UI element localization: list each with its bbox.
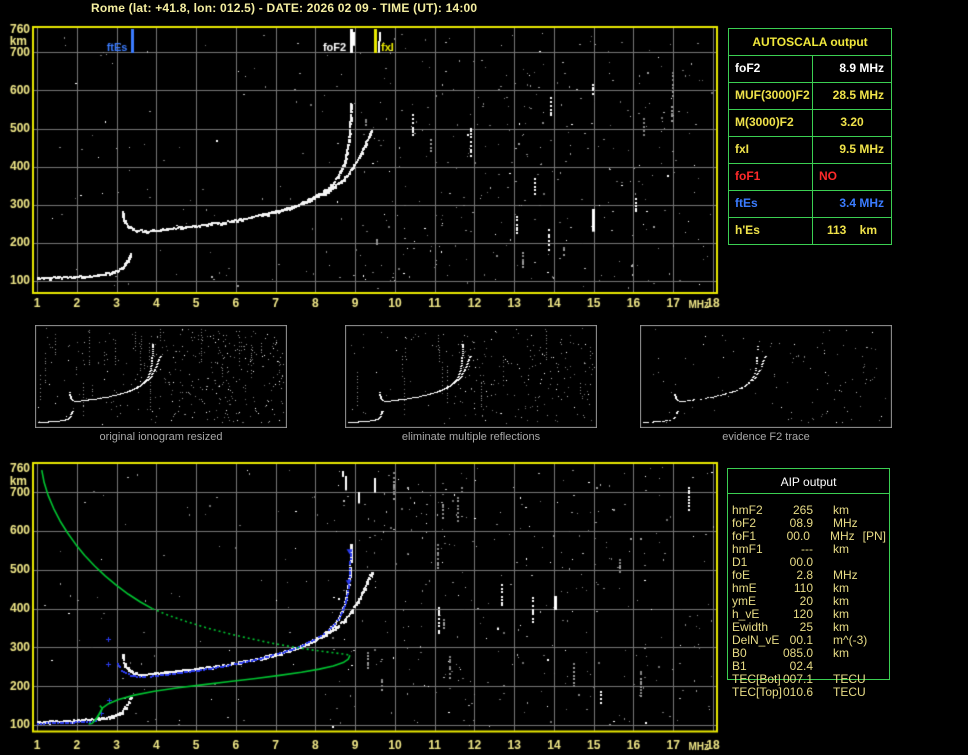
param-extra: [PN] <box>862 529 886 543</box>
thumbnail-caption: eliminate multiple reflections <box>401 431 541 443</box>
param-unit: TECU <box>833 672 866 686</box>
param-label: DelN_vE <box>732 633 780 647</box>
autoscala-row-m3000f2: M(3000)F2 3.20 <box>729 110 891 137</box>
param-value: 28.5 MHz <box>832 88 884 102</box>
param-value: 2.8 <box>796 568 813 582</box>
param-label: ftEs <box>729 191 813 217</box>
thumbnail-caption: original ionogram resized <box>99 431 223 443</box>
param-label: foE <box>732 568 751 582</box>
autoscala-row-ftes: ftEs 3.4 MHz <box>729 191 891 218</box>
param-label: TEC[Top] <box>732 685 783 699</box>
aip-row-hmf2: hmF2 265 km <box>732 504 886 517</box>
aip-table-title: AIP output <box>780 475 837 489</box>
page-title: Rome (lat: +41.8, lon: 012.5) - DATE: 20… <box>91 1 478 15</box>
param-unit: km <box>833 607 849 621</box>
param-value: 08.9 <box>789 516 813 530</box>
param-value: 00.0 <box>786 529 810 543</box>
thumbnail-eliminate-reflections <box>345 325 597 428</box>
param-unit: km <box>833 620 849 634</box>
autoscala-output-table: AUTOSCALA output foF2 8.9 MHz MUF(3000)F2 2… <box>728 28 892 245</box>
aip-row-tectop: TEC[Top] 010.6 TECU <box>732 686 886 699</box>
param-label: hmF2 <box>732 503 763 517</box>
param-value: 00.0 <box>789 555 813 569</box>
param-value: 085.0 <box>782 646 813 660</box>
param-label: B1 <box>732 659 747 673</box>
param-label: B0 <box>732 646 747 660</box>
param-value: 02.4 <box>789 659 813 673</box>
autoscala-row-hes: h'Es 113 km <box>729 218 891 244</box>
param-value: 8.9 MHz <box>839 61 884 75</box>
param-label: foF1 <box>732 529 757 543</box>
param-value: 3.20 <box>840 115 864 129</box>
aip-row-d1: D1 00.0 <box>732 556 886 569</box>
aip-row-ewidth: Ewidth 25 km <box>732 621 886 634</box>
param-label: h'Es <box>729 218 813 244</box>
param-label: foF1 <box>729 164 813 190</box>
aip-row-delnve: DelN_vE 00.1 m^(-3) <box>732 634 886 647</box>
param-value: 007.1 <box>782 672 813 686</box>
aip-row-foe: foE 2.8 MHz <box>732 569 886 582</box>
param-value: 25 <box>799 620 813 634</box>
param-unit: MHz <box>833 568 858 582</box>
param-label: MUF(3000)F2 <box>729 83 813 109</box>
aip-row-b0: B0 085.0 km <box>732 647 886 660</box>
autoscala-table-title: AUTOSCALA output <box>729 29 891 56</box>
param-value: 110 <box>793 581 813 595</box>
param-value: 00.1 <box>789 633 813 647</box>
param-label: h_vE <box>732 607 760 621</box>
param-unit: km <box>833 542 849 556</box>
param-label: fxI <box>729 137 813 163</box>
autoscaled-ionogram-plot <box>0 455 725 755</box>
aip-row-hme: hmE 110 km <box>732 582 886 595</box>
param-value: 113 km <box>826 223 878 237</box>
aip-row-hve: h_vE 120 km <box>732 608 886 621</box>
param-unit: km <box>833 581 849 595</box>
param-value: 010.6 <box>782 685 813 699</box>
recorded-ionogram-plot <box>0 16 725 316</box>
param-unit: km <box>833 503 849 517</box>
aip-row-fof2: foF2 08.9 MHz <box>732 517 886 530</box>
autoscala-row-muf3000f2: MUF(3000)F2 28.5 MHz <box>729 83 891 110</box>
param-unit: m^(-3) <box>833 633 868 647</box>
param-unit: km <box>833 646 849 660</box>
aip-row-tecbot: TEC[Bot] 007.1 TECU <box>732 673 886 686</box>
aip-row-yme: ymE 20 km <box>732 595 886 608</box>
param-value: 3.4 MHz <box>839 196 884 210</box>
param-label: M(3000)F2 <box>729 110 813 136</box>
autoscala-row-fof2: foF2 8.9 MHz <box>729 56 891 83</box>
param-label: hmE <box>732 581 757 595</box>
aip-header-divider <box>727 493 890 494</box>
param-value: NO <box>819 169 837 183</box>
param-value: 120 <box>792 607 813 621</box>
param-label: ymE <box>732 594 756 608</box>
param-unit: MHz <box>833 516 858 530</box>
aip-row-b1: B1 02.4 <box>732 660 886 673</box>
param-value: 9.5 MHz <box>839 142 884 156</box>
param-unit: TECU <box>833 685 866 699</box>
param-value: 265 <box>792 503 813 517</box>
param-unit: km <box>833 594 849 608</box>
thumbnail-caption: evidence F2 trace <box>722 431 810 443</box>
param-value: 20 <box>799 594 813 608</box>
autoscala-row-fof1: foF1 NO <box>729 164 891 191</box>
param-label: Ewidth <box>732 620 769 634</box>
param-label: foF2 <box>732 516 757 530</box>
thumbnail-original-ionogram <box>35 325 287 428</box>
param-label: D1 <box>732 555 748 569</box>
aip-row-fof1: foF1 00.0 MHz [PN] <box>732 530 886 543</box>
autoscala-row-fxi: fxI 9.5 MHz <box>729 137 891 164</box>
aip-row-hmf1: hmF1 --- km <box>732 543 886 556</box>
param-label: hmF1 <box>732 542 763 556</box>
aip-output-table: hmF2 265 km foF2 08.9 MHz foF1 00.0 MHz [PN] hmF1 -… <box>732 504 886 699</box>
param-label: foF2 <box>729 56 813 82</box>
param-label: TEC[Bot] <box>732 672 781 686</box>
thumbnail-evidence-f2-trace <box>640 325 892 428</box>
param-unit: MHz <box>829 529 855 543</box>
param-value: --- <box>801 542 813 556</box>
